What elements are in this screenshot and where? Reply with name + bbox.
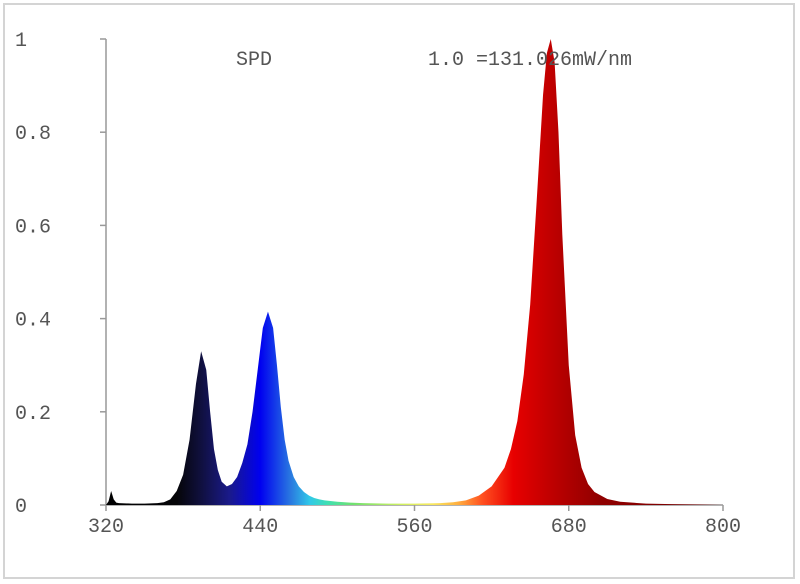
y-tick-label-0: 0: [15, 496, 27, 519]
tick-labels: 320 440 560 680 800 0 0.2 0.4 0.6 0.8 1: [15, 30, 741, 539]
y-tick-label-0.4: 0.4: [15, 310, 51, 333]
x-tick-label-320: 320: [88, 516, 124, 539]
x-tick-label-800: 800: [705, 516, 741, 539]
x-tick-label-680: 680: [551, 516, 587, 539]
chart-frame: 320 440 560 680 800 0 0.2 0.4 0.6 0.8 1 SPD 1.0 =1…: [3, 3, 795, 579]
chart-annotation: 1.0 =131.026mW/nm: [428, 49, 632, 72]
y-tick-label-0.8: 0.8: [15, 123, 51, 146]
spd-area: [106, 39, 723, 505]
x-tick-label-440: 440: [242, 516, 278, 539]
y-tick-label-0.2: 0.2: [15, 403, 51, 426]
ticks: [100, 38, 724, 511]
y-tick-label-1: 1: [15, 30, 27, 53]
y-tick-label-0.6: 0.6: [15, 216, 51, 239]
x-tick-label-560: 560: [396, 516, 432, 539]
spd-chart: 320 440 560 680 800 0 0.2 0.4 0.6 0.8 1 SPD 1.0 =1…: [15, 30, 741, 539]
chart-title: SPD: [236, 49, 272, 72]
